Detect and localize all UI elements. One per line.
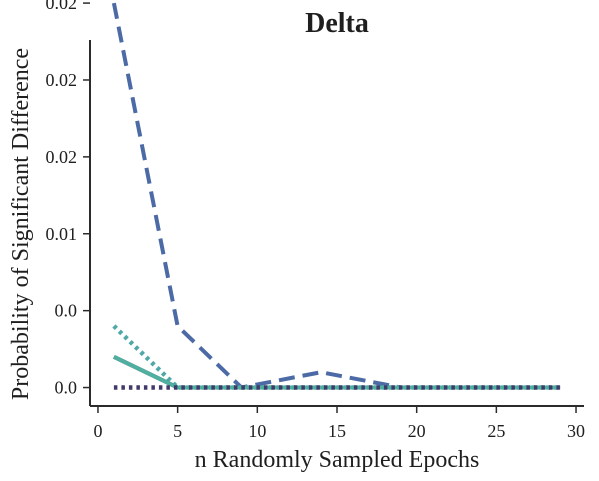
y-tick-label: 0.02: [46, 0, 78, 13]
ticks-layer: 0 5 10 15 20 25 30 0.0 0.0 0.01 0.02 0.02 0.02: [46, 0, 586, 441]
series-layer: [111, 2, 561, 390]
y-tick-label: 0.0: [55, 301, 78, 321]
axes-layer: [89, 40, 584, 407]
series-line-1: [111, 2, 561, 390]
chart-title: Delta: [305, 8, 369, 39]
x-tick-label: 5: [173, 421, 182, 441]
series-line-4: [113, 354, 561, 390]
x-axis-label: n Randomly Sampled Epochs: [195, 447, 480, 473]
y-axis-label: Probability of Significant Difference: [8, 48, 34, 400]
y-tick-label: 0.02: [46, 70, 78, 90]
x-tick-label: 20: [408, 421, 426, 441]
y-tick-label: 0.0: [55, 378, 78, 398]
y-tick-label: 0.02: [46, 147, 78, 167]
y-tick-label: 0.01: [46, 224, 78, 244]
x-tick-label: 30: [567, 421, 585, 441]
series-line-2: [112, 324, 561, 390]
x-tick-label: 10: [248, 421, 266, 441]
x-tick-label: 25: [487, 421, 505, 441]
x-tick-label: 0: [93, 421, 102, 441]
x-tick-label: 15: [328, 421, 346, 441]
series-line-3: [113, 354, 561, 390]
